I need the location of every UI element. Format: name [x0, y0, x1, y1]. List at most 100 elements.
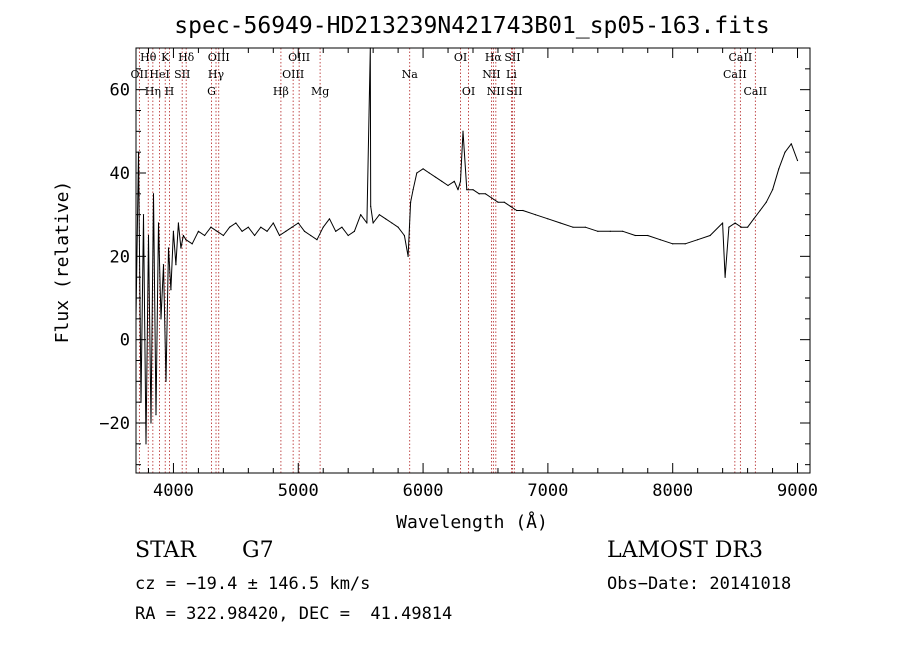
- spectrum-point: [509, 205, 512, 207]
- y-tick-label: 60: [110, 81, 130, 101]
- spectrum-point: [728, 226, 730, 228]
- spectral-line-label: G: [207, 85, 216, 98]
- spectrum-point: [391, 222, 393, 224]
- spectrum-point: [278, 234, 281, 237]
- spectrum-point: [222, 234, 224, 237]
- spectrum-point: [152, 193, 155, 195]
- x-tick-label: 8000: [652, 481, 693, 501]
- spectrum-point: [360, 214, 362, 216]
- spectrum-point: [572, 226, 574, 228]
- spectral-line-label: OIII: [208, 51, 230, 64]
- object-subclass: G7: [242, 538, 274, 563]
- spectrum-point: [722, 222, 724, 224]
- y-tick-label: 0: [120, 331, 130, 351]
- spectrum-line: [135, 47, 798, 445]
- spectrum-point: [459, 180, 462, 182]
- spectral-line-label: Hα: [485, 51, 503, 64]
- spectrum-point: [145, 443, 147, 445]
- spectrum-point: [740, 226, 742, 228]
- spectrum-point: [597, 230, 599, 232]
- spectrum-point: [322, 226, 324, 228]
- spectrum-point: [229, 226, 231, 228]
- spectrum-point: [316, 239, 318, 241]
- spectrum-point: [303, 230, 306, 232]
- spectrum-point: [162, 264, 165, 266]
- spectrum-point: [157, 222, 160, 224]
- spectrum-point: [335, 230, 337, 232]
- spectrum-point: [353, 230, 356, 232]
- spectrum-point: [210, 226, 212, 228]
- spectrum-point: [724, 276, 726, 278]
- spectrum-point: [516, 209, 518, 212]
- spectral-line-label: K: [161, 51, 170, 64]
- spectral-line-label: Hγ: [208, 68, 225, 81]
- spectrum-point: [182, 234, 185, 237]
- spectrum-point: [428, 172, 430, 174]
- spectrum-point: [771, 189, 774, 191]
- spectrum-point: [347, 234, 349, 237]
- spectrum-point: [241, 230, 243, 232]
- spectral-line-label: OIII: [282, 68, 304, 81]
- spectrum-point: [412, 189, 414, 191]
- spectral-line-label: Hθ: [140, 51, 157, 64]
- spectrum-point: [472, 189, 474, 191]
- spectrum-point: [204, 234, 206, 237]
- spectrum-point: [291, 226, 293, 228]
- spectrum-point: [297, 222, 299, 224]
- spectrum-point: [310, 234, 312, 237]
- spectrum-point: [796, 159, 799, 162]
- spectrum-point: [180, 247, 182, 249]
- x-axis-label: Wavelength (Å): [396, 511, 548, 533]
- spectral-line-label: SII: [504, 51, 520, 64]
- spectrum-point: [150, 422, 152, 424]
- spectrum-point: [260, 226, 262, 228]
- spectrum-point: [147, 234, 150, 237]
- spectrum-point: [172, 230, 175, 232]
- spectrum-point: [534, 214, 537, 216]
- spectrum-point: [684, 243, 686, 245]
- spectrum-point: [466, 189, 468, 191]
- spectral-line-label: CaII: [723, 68, 747, 81]
- spectrum-point: [447, 184, 449, 187]
- spectrum-point: [191, 243, 193, 245]
- spectrum-point: [559, 222, 561, 224]
- spectrum-point: [385, 218, 387, 220]
- x-tick-label: 9000: [777, 481, 818, 501]
- coordinates-text: RA = 322.98420, DEC = 41.49814: [135, 604, 453, 624]
- spectral-line-label: NII: [487, 85, 505, 98]
- spectral-line-label: Mg: [311, 85, 329, 98]
- obs-date-text: Obs−Date: 20141018: [607, 574, 792, 594]
- spectrum-point: [422, 168, 424, 170]
- spectrum-point: [328, 218, 331, 220]
- spectrum-point: [378, 214, 380, 216]
- spectral-lines-layer: [138, 48, 756, 473]
- spectral-line-labels-layer: Hθ OII Hη HeI K H SII Hδ OIII Hγ G Hβ OIII OIII Mg Na OI…: [131, 51, 768, 98]
- spectrum-point: [584, 226, 586, 228]
- plot-frame: [135, 47, 811, 474]
- spectrum-point: [778, 168, 780, 170]
- spectrum-point: [372, 222, 374, 224]
- spectrum-point: [155, 414, 157, 416]
- spectrum-point: [341, 226, 343, 228]
- spectrum-point: [759, 209, 761, 212]
- spectral-line-label: Li: [506, 68, 517, 81]
- spectrum-point: [272, 222, 274, 224]
- x-tick-label: 5000: [278, 481, 319, 501]
- spectrum-point: [253, 234, 256, 237]
- axis-ticks-layer: 4000 5000 6000 7000 8000 9000 −20 0 20 40 60: [99, 47, 818, 501]
- spectrum-point: [503, 201, 505, 203]
- spectrum-point: [160, 318, 162, 320]
- spectrum-point: [634, 234, 636, 237]
- spectrum-point: [247, 226, 249, 228]
- spectrum-point: [285, 230, 287, 232]
- x-tick-label: 6000: [403, 481, 444, 501]
- spectrum-point: [734, 222, 736, 224]
- spectral-line-label: Hβ: [273, 85, 289, 98]
- y-tick-label: −20: [99, 414, 130, 434]
- spectrum-point: [235, 222, 237, 224]
- spectrum-point: [453, 180, 455, 182]
- spectrum-point: [407, 255, 409, 257]
- spectrum-point: [170, 289, 172, 291]
- velocity-text: cz = −19.4 ± 146.5 km/s: [135, 574, 371, 594]
